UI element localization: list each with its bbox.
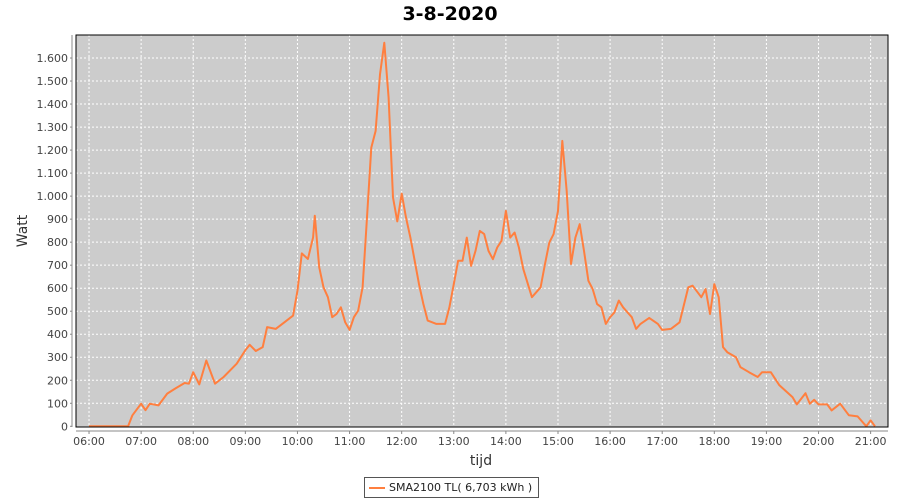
x-tick-label: 09:00 — [229, 435, 261, 448]
y-tick-label: 1.000 — [37, 190, 69, 203]
x-tick-label: 10:00 — [282, 435, 314, 448]
legend: SMA2100 TL( 6,703 kWh ) — [364, 477, 540, 498]
x-axis-label: tijd — [470, 453, 492, 469]
x-tick-label: 12:00 — [386, 435, 418, 448]
y-tick-label: 1.100 — [37, 167, 69, 180]
y-tick-label: 900 — [47, 213, 68, 226]
y-tick-label: 1.600 — [37, 52, 69, 65]
y-tick-label: 800 — [47, 236, 68, 249]
x-tick-label: 20:00 — [803, 435, 835, 448]
y-tick-label: 1.200 — [37, 144, 69, 157]
y-tick-label: 1.300 — [37, 121, 69, 134]
x-tick-label: 16:00 — [594, 435, 626, 448]
y-tick-label: 1.400 — [37, 98, 69, 111]
plot-area — [76, 35, 888, 427]
y-tick-label: 300 — [47, 351, 68, 364]
series-lines — [89, 41, 876, 428]
plot-frame — [75, 34, 889, 428]
x-tick-label: 13:00 — [438, 435, 470, 448]
x-tick-label: 17:00 — [646, 435, 678, 448]
x-tick-label: 15:00 — [542, 435, 574, 448]
x-tick-label: 18:00 — [698, 435, 730, 448]
legend-label: SMA2100 TL( 6,703 kWh ) — [389, 481, 533, 494]
x-axis-ticks: 06:00 07:00 08:00 09:00 10:00 11:00 12:00 13:00… — [73, 430, 888, 448]
x-tick-label: 11:00 — [334, 435, 366, 448]
y-tick-label: 200 — [47, 374, 68, 387]
x-tick-label: 14:00 — [490, 435, 522, 448]
x-tick-label: 08:00 — [177, 435, 209, 448]
grid-lines — [76, 35, 888, 427]
y-tick-label: 700 — [47, 259, 68, 272]
series-line — [89, 41, 876, 428]
y-tick-label: 600 — [47, 282, 68, 295]
y-axis-label: Watt — [15, 214, 31, 247]
y-tick-label: 500 — [47, 305, 68, 318]
x-tick-label: 19:00 — [751, 435, 783, 448]
y-tick-label: 400 — [47, 328, 68, 341]
y-tick-label: 100 — [47, 397, 68, 410]
y-tick-label: 1.500 — [37, 75, 69, 88]
y-axis-ticks: 0 100 200 300 400 500 600 700 800 900 1.000 1.100 1.… — [37, 35, 73, 433]
x-tick-label: 06:00 — [73, 435, 105, 448]
x-tick-label: 07:00 — [125, 435, 157, 448]
legend-swatch — [369, 486, 385, 489]
chart-title: 3-8-2020 — [402, 3, 498, 25]
x-tick-label: 21:00 — [855, 435, 887, 448]
y-tick-label: 0 — [61, 420, 68, 433]
